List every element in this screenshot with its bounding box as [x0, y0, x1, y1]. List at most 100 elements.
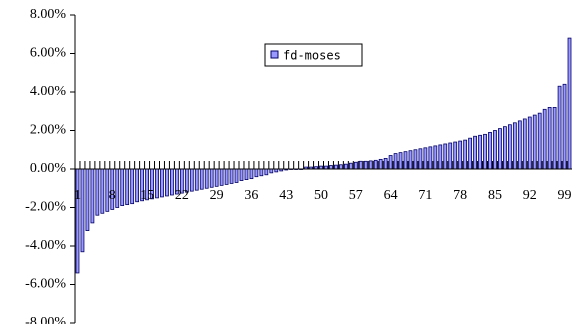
- bar: [209, 168, 214, 188]
- x-tick-label: 50: [314, 188, 328, 203]
- x-tick-label: 92: [523, 188, 537, 203]
- x-tick-label: 1: [74, 188, 81, 203]
- bar: [254, 168, 259, 178]
- bar: [358, 160, 363, 170]
- bar: [398, 152, 403, 170]
- bar: [348, 162, 353, 170]
- bar: [488, 132, 492, 170]
- bar: [219, 168, 224, 186]
- bar: [567, 37, 572, 170]
- legend-box: [264, 43, 363, 67]
- x-tick-label: 15: [140, 188, 154, 203]
- bar: [229, 168, 234, 184]
- y-tick-label: -6.00%: [25, 277, 66, 292]
- bar: [532, 114, 537, 170]
- bar: [189, 168, 194, 192]
- legend: fd-moses: [264, 43, 363, 67]
- bar: [463, 139, 468, 170]
- bar: [100, 168, 105, 214]
- bar: [413, 149, 418, 170]
- x-tick-label: 36: [244, 188, 258, 203]
- x-tick-label: 8: [109, 188, 116, 203]
- bar: [125, 168, 130, 206]
- legend-label: fd-moses: [283, 49, 341, 63]
- bar: [194, 168, 199, 191]
- bar: [418, 148, 423, 170]
- bar: [343, 163, 348, 170]
- bar: [498, 128, 502, 170]
- bar: [483, 133, 487, 170]
- bar: [507, 124, 512, 170]
- y-tick-label: 2.00%: [30, 123, 67, 138]
- bar: [393, 153, 398, 170]
- bar: [85, 168, 90, 231]
- x-tick-label: 64: [384, 188, 398, 203]
- bar: [244, 168, 249, 180]
- x-tick-label: 85: [488, 188, 502, 203]
- y-tick-label: -2.00%: [25, 200, 66, 215]
- bar: [264, 168, 269, 176]
- bar: [135, 168, 140, 203]
- bar: [552, 107, 557, 170]
- bar: [80, 168, 85, 253]
- bar: [448, 142, 453, 170]
- bar: [438, 144, 443, 170]
- bar: [204, 168, 209, 189]
- bar: [239, 168, 244, 181]
- bar: [503, 126, 507, 170]
- bar: [165, 168, 169, 197]
- bar: [428, 146, 433, 170]
- bar: [334, 164, 338, 170]
- x-tick-label: 71: [418, 188, 432, 203]
- bar: [378, 158, 383, 170]
- bar: [363, 160, 368, 170]
- bar: [547, 107, 552, 170]
- bar: [468, 137, 473, 170]
- y-tick-label: 4.00%: [30, 84, 67, 99]
- bar: [339, 164, 343, 170]
- bar: [537, 112, 542, 170]
- bar: [95, 168, 100, 216]
- bar: [199, 168, 204, 190]
- bar: [259, 168, 264, 177]
- bar: [90, 168, 95, 224]
- bar: [473, 135, 477, 170]
- bar: [120, 168, 125, 206]
- y-tick-label: -4.00%: [25, 238, 66, 253]
- bar: [478, 134, 482, 170]
- bar: [433, 145, 438, 170]
- x-tick-label: 99: [558, 188, 572, 203]
- bar: [234, 168, 239, 183]
- y-tick-label: 0.00%: [30, 161, 67, 176]
- bar: [155, 168, 159, 199]
- bar: [130, 168, 135, 205]
- bar: [329, 165, 333, 170]
- bar: [75, 168, 80, 274]
- bar: [115, 168, 120, 208]
- bar: [458, 140, 463, 170]
- bar: [512, 122, 517, 170]
- y-tick-label: -8.00%: [25, 315, 66, 324]
- bar: [542, 108, 547, 170]
- x-tick-label: 29: [210, 188, 224, 203]
- bar: [214, 168, 219, 187]
- bar: [408, 150, 413, 170]
- bar: [373, 159, 378, 170]
- y-tick-label: 8.00%: [30, 7, 67, 22]
- bar: [388, 155, 393, 170]
- bar: [562, 83, 567, 170]
- bar: [453, 141, 458, 170]
- bar: [368, 160, 373, 170]
- bar: [493, 130, 497, 170]
- bar: [269, 168, 274, 174]
- bar: [527, 116, 532, 170]
- bar: [224, 168, 229, 185]
- bar: [170, 168, 174, 196]
- x-tick-label: 57: [349, 188, 363, 203]
- bar: [403, 151, 408, 170]
- bar: [249, 168, 254, 180]
- legend-swatch: [270, 50, 279, 59]
- bar: [522, 118, 527, 170]
- bar: [383, 158, 388, 170]
